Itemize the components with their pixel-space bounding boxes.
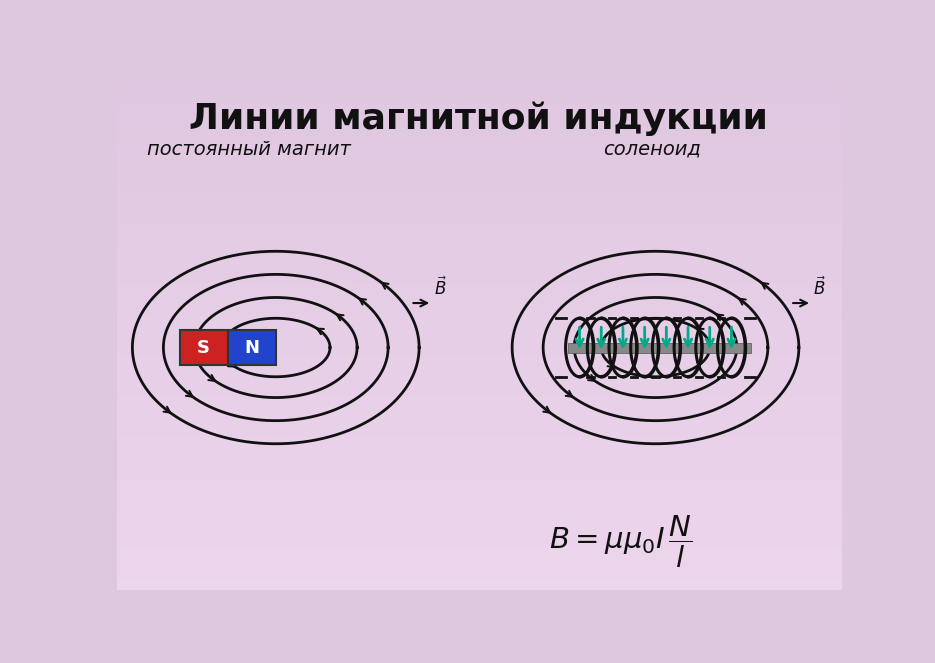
- Text: $\vec{B}$: $\vec{B}$: [813, 276, 827, 299]
- Bar: [450, 498, 830, 586]
- Text: S: S: [197, 339, 210, 357]
- Bar: [568, 343, 751, 353]
- Bar: [228, 330, 276, 365]
- Bar: [180, 330, 228, 365]
- Text: соленоид: соленоид: [603, 140, 700, 158]
- Text: $B = \mu\mu_0 I\,\dfrac{N}{l}$: $B = \mu\mu_0 I\,\dfrac{N}{l}$: [549, 514, 693, 570]
- Text: Линии магнитной индукции: Линии магнитной индукции: [190, 101, 769, 136]
- Text: $\vec{B}$: $\vec{B}$: [434, 276, 447, 299]
- Text: N: N: [244, 339, 259, 357]
- Text: постоянный магнит: постоянный магнит: [147, 140, 351, 158]
